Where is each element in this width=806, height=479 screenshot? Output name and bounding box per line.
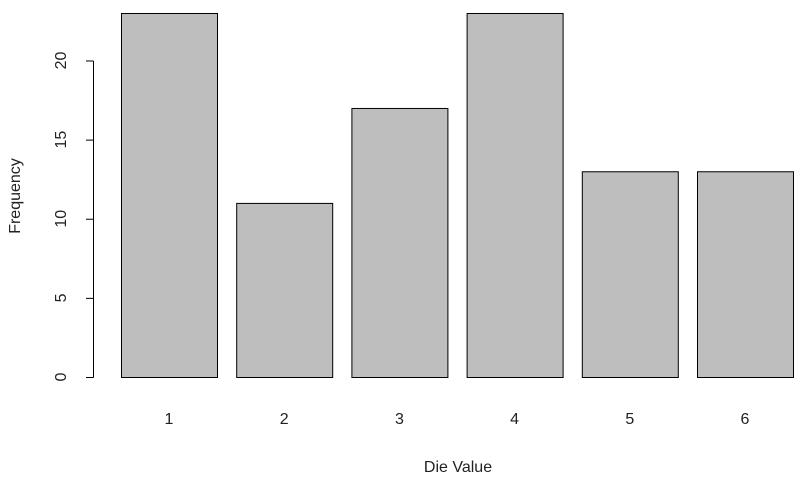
- bar-3: [351, 107, 449, 379]
- x-tick-label-3: 3: [395, 411, 404, 428]
- x-tick-label-2: 2: [280, 411, 289, 428]
- bars-group: [121, 13, 794, 379]
- bar-4: [466, 13, 564, 378]
- bar-1: [121, 13, 218, 378]
- bar-2: [236, 202, 334, 378]
- x-tick-label-4: 4: [510, 411, 519, 428]
- x-axis-label: Die Value: [424, 459, 492, 476]
- y-tick-label-20: 20: [53, 51, 70, 69]
- y-tick-label-15: 15: [53, 131, 70, 149]
- y-axis-label: Frequency: [7, 158, 24, 234]
- x-tick-label-1: 1: [165, 411, 174, 428]
- bar-5: [581, 171, 679, 378]
- x-tick-label-5: 5: [625, 411, 634, 428]
- y-tick-label-0: 0: [53, 372, 70, 381]
- y-tick-label-5: 5: [53, 293, 70, 302]
- bar-6: [697, 171, 794, 378]
- x-tick-labels: 1 2 3 4 5 6: [165, 411, 750, 428]
- y-axis: 0 5 10 15 20: [53, 51, 94, 381]
- y-tick-label-10: 10: [53, 210, 70, 228]
- x-tick-label-6: 6: [741, 411, 750, 428]
